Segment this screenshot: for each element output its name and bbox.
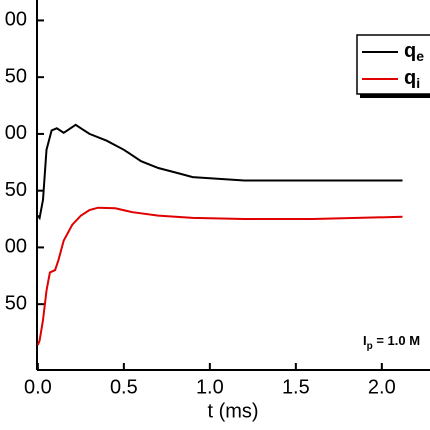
annotation-rest: = 1.0 M: [373, 333, 420, 348]
legend-box: [356, 34, 430, 95]
legend-label: qe: [404, 40, 424, 63]
y-tick-label: 50: [5, 65, 27, 87]
annotation-subscript: p: [367, 341, 373, 352]
y-tick-label: 00: [5, 236, 27, 258]
x-tick-label: 1.5: [282, 376, 310, 398]
legend-name: q: [404, 40, 416, 62]
legend-name: q: [404, 67, 416, 89]
legend-label: qi: [404, 67, 420, 90]
x-tick-label: 0.0: [24, 376, 52, 398]
line: [36, 206, 403, 346]
y-tick-label: 50: [5, 179, 27, 201]
x-tick-label: 0.5: [110, 376, 138, 398]
y-tick-label: 00: [5, 9, 27, 31]
x-axis-label: t (ms): [207, 400, 258, 422]
y-tick-label: 00: [5, 122, 27, 144]
x-tick-label: 1.0: [196, 376, 224, 398]
annotation-text: I: [363, 333, 367, 348]
y-tick-label: 50: [5, 292, 27, 314]
x-tick-label: 2.0: [368, 376, 396, 398]
legend-subscript: i: [416, 75, 420, 91]
line: [37, 123, 403, 221]
legend-subscript: e: [416, 48, 424, 64]
annotation: Ip = 1.0 M: [363, 333, 420, 351]
